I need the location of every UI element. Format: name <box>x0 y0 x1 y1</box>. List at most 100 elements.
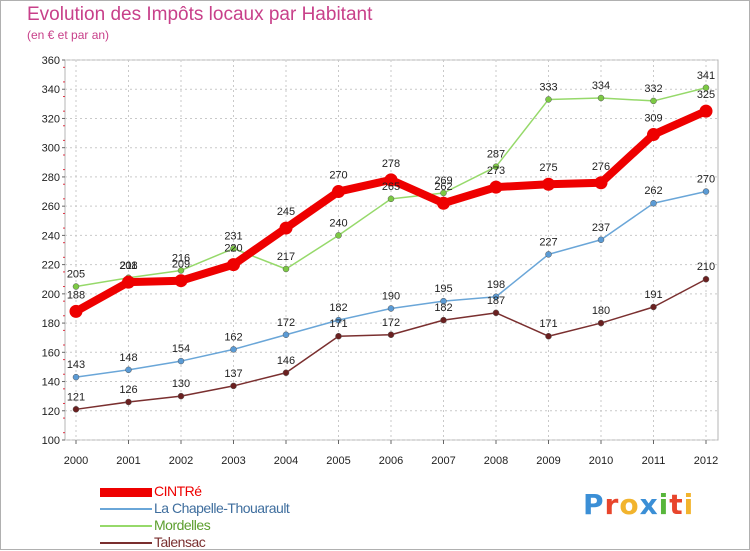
y-tick-label: 360 <box>42 55 60 67</box>
data-label-cintre: 275 <box>539 162 557 174</box>
y-tick-label: 200 <box>42 289 60 301</box>
point-mordelles <box>650 97 657 105</box>
x-tick-label: 2012 <box>694 455 718 467</box>
data-label-cintre: 309 <box>644 113 662 125</box>
point-la-chapelle-thouarault <box>335 316 342 324</box>
point-la-chapelle-thouarault <box>702 188 710 195</box>
data-label-mordelles: 231 <box>224 231 242 243</box>
data-label-mordelles: 240 <box>329 217 347 229</box>
point-mordelles <box>545 96 552 103</box>
point-talensac <box>702 275 710 283</box>
x-tick-label: 2010 <box>589 455 613 467</box>
point-mordelles <box>492 163 500 170</box>
data-label-la-chapelle-thouarault: 148 <box>119 352 137 364</box>
x-tick-label: 2000 <box>64 455 88 467</box>
data-label-la-chapelle-thouarault: 190 <box>382 290 400 302</box>
point-talensac <box>440 316 447 324</box>
data-label-cintre: 273 <box>487 165 505 177</box>
x-tick-label: 2005 <box>326 455 350 467</box>
legend-swatch <box>100 508 152 510</box>
logo-letter: t <box>669 488 684 521</box>
data-label-cintre: 276 <box>592 161 610 173</box>
data-label-mordelles: 341 <box>697 70 715 82</box>
x-tick-label: 2006 <box>379 455 403 467</box>
point-talensac <box>177 392 185 400</box>
legend-swatch <box>100 542 152 544</box>
y-tick-label: 320 <box>42 113 60 125</box>
chart-title: Evolution des Impôts locaux par Habitant <box>27 4 373 25</box>
point-mordelles <box>440 189 447 197</box>
point-cintre <box>489 180 503 194</box>
point-mordelles <box>387 195 395 203</box>
legend-item-talensac: Talensac <box>100 534 400 551</box>
line-chart: 100 120 140 160 180 200 220 240 260 280 300 320 340 3… <box>42 55 719 467</box>
point-cintre <box>594 176 608 190</box>
data-label-la-chapelle-thouarault: 154 <box>172 343 190 355</box>
x-tick-label: 2011 <box>642 455 666 467</box>
logo-letter: i <box>683 488 695 521</box>
data-label-talensac: 126 <box>119 384 137 396</box>
data-label-talensac: 121 <box>67 391 85 403</box>
legend-swatch <box>100 525 152 527</box>
y-tick-label: 240 <box>42 230 60 242</box>
point-la-chapelle-thouarault <box>177 357 185 365</box>
point-la-chapelle-thouarault <box>282 331 290 339</box>
data-label-cintre: 262 <box>434 181 452 193</box>
legend-item-cintre: CINTRé <box>100 483 400 500</box>
data-label-la-chapelle-thouarault: 237 <box>592 222 610 234</box>
logo-letter: i <box>658 488 670 521</box>
data-label-talensac: 182 <box>434 302 452 314</box>
grid <box>64 59 719 441</box>
data-label-la-chapelle-thouarault: 262 <box>644 185 662 197</box>
point-mordelles <box>335 232 342 239</box>
point-mordelles <box>177 267 185 274</box>
data-label-cintre: 208 <box>119 260 137 272</box>
data-label-mordelles: 216 <box>172 252 190 264</box>
data-label-mordelles: 269 <box>434 175 452 187</box>
point-la-chapelle-thouarault <box>125 366 132 374</box>
data-label-cintre: 325 <box>697 89 715 101</box>
data-label-mordelles: 205 <box>67 269 85 281</box>
point-la-chapelle-thouarault <box>230 346 237 353</box>
data-label-cintre: 220 <box>224 243 242 255</box>
point-cintre <box>332 185 345 199</box>
y-tick-label: 300 <box>42 143 60 155</box>
x-tick-label: 2002 <box>169 455 193 467</box>
data-label-mordelles: 211 <box>120 260 138 272</box>
y-tick-label: 100 <box>42 435 60 447</box>
y-tick-label: 340 <box>42 84 60 96</box>
point-mordelles <box>282 265 290 273</box>
point-talensac <box>72 406 80 413</box>
chart-subtitle: (en € et par an) <box>27 28 110 42</box>
data-label-mordelles: 332 <box>644 83 662 95</box>
data-label-cintre: 209 <box>172 259 190 271</box>
data-label-la-chapelle-thouarault: 198 <box>487 279 505 291</box>
point-la-chapelle-thouarault <box>387 305 395 312</box>
logo-letter: o <box>619 488 640 521</box>
data-label-cintre: 270 <box>329 170 347 182</box>
point-la-chapelle-thouarault <box>72 373 80 381</box>
legend-item-mordelles: Mordelles <box>100 517 400 534</box>
data-labels: 121 126 130 137 146 171 172 182 187 171 180 191 210 1… <box>67 70 715 404</box>
data-label-la-chapelle-thouarault: 182 <box>329 302 347 314</box>
point-la-chapelle-thouarault <box>440 297 447 305</box>
data-label-talensac: 137 <box>224 368 242 380</box>
x-tick-label: 2001 <box>116 455 140 467</box>
point-la-chapelle-thouarault <box>545 251 552 258</box>
data-label-cintre: 245 <box>277 206 295 218</box>
y-tick-label: 220 <box>42 260 60 272</box>
point-talensac <box>282 369 290 377</box>
data-label-la-chapelle-thouarault: 270 <box>697 174 715 186</box>
data-label-talensac: 171 <box>539 318 557 330</box>
data-label-la-chapelle-thouarault: 143 <box>67 359 85 371</box>
x-tick-label: 2004 <box>274 455 298 467</box>
point-cintre <box>174 274 188 288</box>
data-label-la-chapelle-thouarault: 195 <box>434 283 452 295</box>
legend-swatch <box>100 487 152 497</box>
legend-label: Talensac <box>154 534 206 550</box>
data-label-cintre: 278 <box>382 158 400 170</box>
data-label-talensac: 146 <box>277 355 295 367</box>
data-label-talensac: 172 <box>382 317 400 329</box>
legend: CINTRé La Chapelle-Thouarault Mordelles Tal… <box>100 483 400 551</box>
data-points <box>69 84 713 413</box>
